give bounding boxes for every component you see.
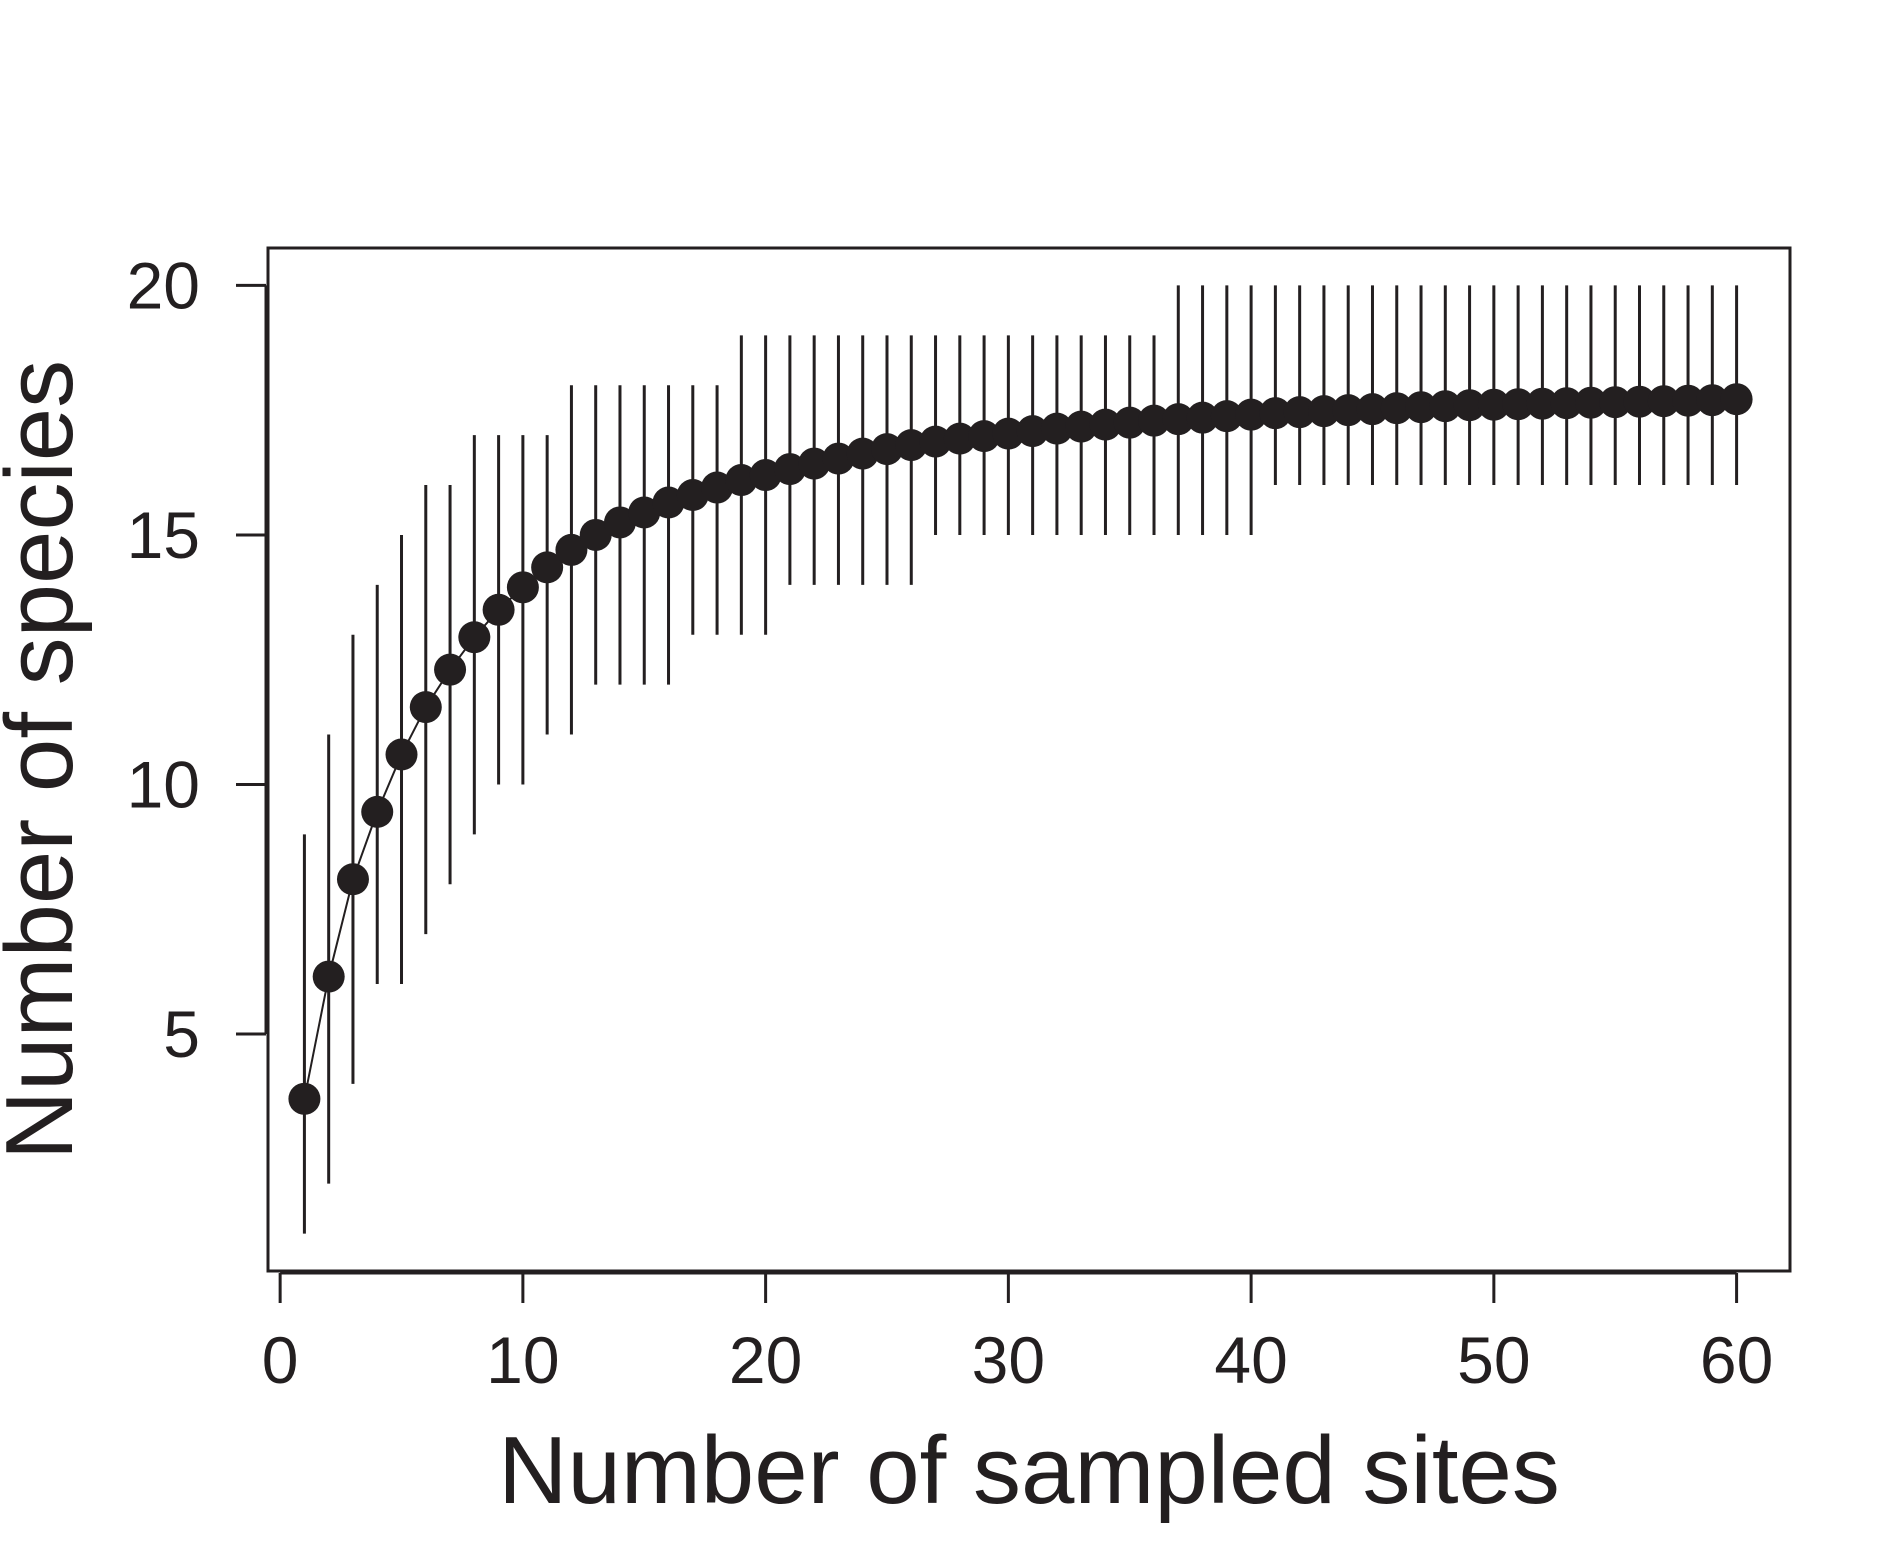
data-point: [312, 960, 345, 993]
data-point: [1380, 392, 1413, 425]
data-point: [1599, 386, 1632, 419]
data-point: [458, 621, 491, 654]
data-point: [798, 447, 831, 480]
data-point: [385, 738, 418, 771]
data-point: [1453, 389, 1486, 422]
data-point: [1429, 390, 1462, 423]
data-point: [555, 533, 588, 566]
data-point: [1186, 401, 1219, 434]
data-point: [725, 464, 758, 497]
x-axis-title: Number of sampled sites: [498, 1417, 1560, 1524]
data-point: [870, 433, 903, 466]
data-point: [846, 437, 879, 470]
x-tick-label: 0: [262, 1323, 299, 1397]
data-point: [1672, 384, 1705, 417]
data-point: [1477, 388, 1510, 421]
mean-line: [303, 398, 1737, 1099]
data-point: [1210, 400, 1243, 433]
data-point: [1113, 406, 1146, 439]
data-point: [749, 459, 782, 492]
x-tick-label: 10: [486, 1323, 559, 1397]
data-point: [1138, 404, 1171, 437]
data-point: [409, 691, 442, 724]
y-tick-label: 5: [163, 997, 200, 1071]
y-axis: 5 10 15 20: [127, 248, 268, 1071]
data-point: [1065, 410, 1098, 443]
x-axis: 0 10 20 30 40 50 60: [262, 1271, 1773, 1397]
data-point: [531, 551, 564, 584]
data-point: [1235, 398, 1268, 431]
data-point: [1332, 394, 1365, 427]
data-point: [992, 417, 1025, 450]
x-tick-label: 20: [729, 1323, 802, 1397]
data-point: [1356, 393, 1389, 426]
y-tick-label: 20: [127, 248, 200, 322]
data-point: [434, 653, 467, 686]
data-point: [628, 496, 661, 529]
data-point: [361, 795, 394, 828]
data-point: [1623, 385, 1656, 418]
data-point: [773, 453, 806, 486]
x-tick-label: 30: [972, 1323, 1045, 1397]
data-point: [1307, 395, 1340, 428]
data-point: [482, 593, 515, 626]
data-point: [1647, 385, 1680, 418]
plot-frame: [266, 246, 1792, 1273]
data-point: [336, 863, 369, 896]
data-point: [943, 422, 976, 455]
data-point: [1040, 412, 1073, 445]
data-point: [919, 425, 952, 458]
data-point: [652, 486, 685, 519]
y-tick-label: 10: [127, 747, 200, 821]
data-points: [288, 383, 1753, 1115]
data-point: [701, 471, 734, 504]
data-point: [1283, 396, 1316, 429]
data-point: [506, 571, 539, 604]
data-point: [676, 479, 709, 512]
data-point: [1550, 387, 1583, 420]
x-tick-label: 60: [1700, 1323, 1773, 1397]
y-axis-title: Number of species: [0, 360, 93, 1160]
x-tick-label: 40: [1214, 1323, 1287, 1397]
data-point: [1526, 387, 1559, 420]
data-point: [579, 518, 612, 551]
data-point: [895, 429, 928, 462]
data-point: [822, 442, 855, 475]
data-point: [968, 420, 1001, 453]
y-tick-label: 15: [127, 498, 200, 572]
data-point: [1162, 403, 1195, 436]
data-point: [1259, 397, 1292, 430]
data-point: [1502, 388, 1535, 421]
data-point: [1016, 415, 1049, 448]
data-point: [1720, 383, 1753, 416]
x-tick-label: 50: [1457, 1323, 1530, 1397]
mean-curve: [303, 398, 1737, 1099]
data-point: [603, 506, 636, 539]
data-point: [288, 1082, 321, 1115]
data-point: [1696, 384, 1729, 417]
data-point: [1574, 386, 1607, 419]
data-point: [1089, 408, 1122, 441]
data-point: [1405, 391, 1438, 424]
